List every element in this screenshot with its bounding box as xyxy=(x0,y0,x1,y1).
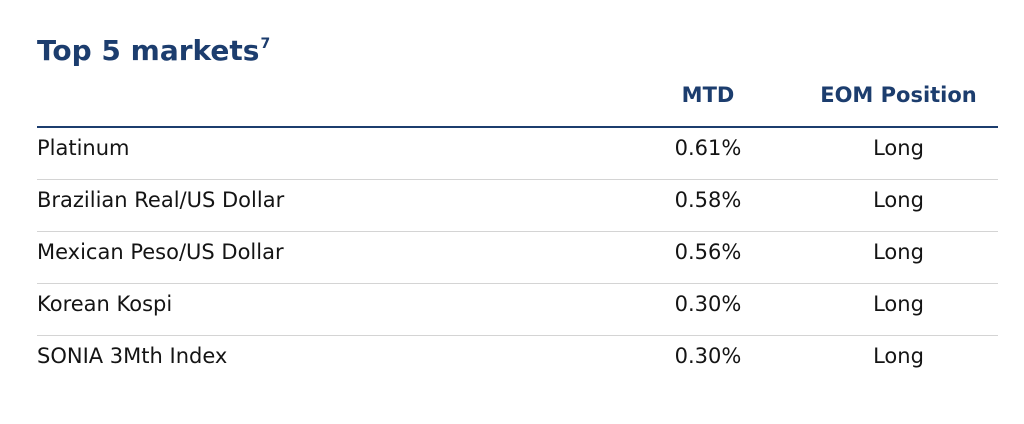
table-row: SONIA 3Mth Index 0.30% Long xyxy=(37,336,998,388)
table-cell: 0.56% xyxy=(674,240,742,264)
footnote-marker: 7 xyxy=(260,36,271,52)
table-cell: Long xyxy=(873,292,924,316)
table-cell: 0.30% xyxy=(674,344,742,368)
table: MTD EOM Position Platinum 0.61% Long Brazilia… xyxy=(37,76,998,388)
table-cell: Brazilian Real/US Dollar xyxy=(37,188,285,212)
table-cell: 0.30% xyxy=(674,292,742,316)
table-cell: Platinum xyxy=(37,136,130,160)
table-cell: Long xyxy=(873,136,924,160)
table-cell: Long xyxy=(873,240,924,264)
table-cell: Long xyxy=(873,344,924,368)
table-row: Mexican Peso/US Dollar 0.56% Long xyxy=(37,232,998,284)
header-cell: MTD xyxy=(681,83,735,107)
table-row: Platinum 0.61% Long xyxy=(37,128,998,180)
table-cell: Korean Kospi xyxy=(37,292,173,316)
table-cell: 0.61% xyxy=(674,136,742,160)
table-cell: SONIA 3Mth Index xyxy=(37,344,228,368)
table-row: Brazilian Real/US Dollar 0.58% Long xyxy=(37,180,998,232)
title-block: Top 5 markets7 xyxy=(37,26,270,69)
table-header: MTD EOM Position xyxy=(37,76,998,128)
table-cell: Mexican Peso/US Dollar xyxy=(37,240,284,264)
table-row: Korean Kospi 0.30% Long xyxy=(37,284,998,336)
table-cell: Long xyxy=(873,188,924,212)
header-cell xyxy=(37,76,617,126)
header-cell: EOM Position xyxy=(820,83,977,107)
table-cell: 0.58% xyxy=(674,188,742,212)
title: Top 5 markets xyxy=(37,34,260,67)
